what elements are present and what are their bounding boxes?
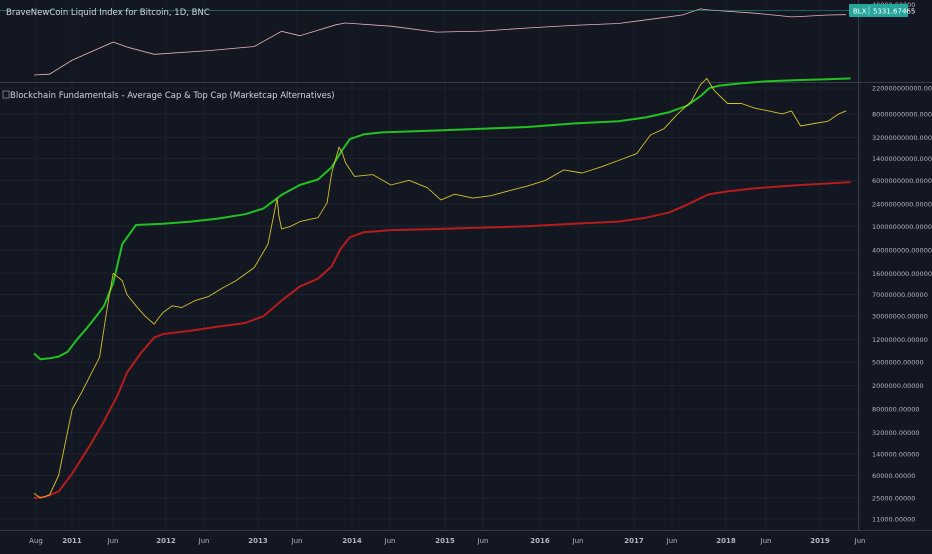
x-tick-label: 2012 [156,537,176,545]
average-cap-line [33,181,851,499]
x-tick-label: Jun [666,537,678,545]
x-tick-label: Jun [384,537,396,545]
price-badge-symbol: BLX [853,8,867,16]
grid-lines [0,83,861,530]
x-axis: Aug 2011 Jun 2012 Jun 2013 Jun 2014 Jun 2015 Jun 20… [29,537,865,545]
x-tick-label: 2015 [435,537,455,545]
price-badge: BLX 5331.67465 [849,4,915,17]
y-tick-label: 30000000.00000 [872,313,928,321]
y-tick-label: 12000000.00000 [872,336,928,344]
y-tick-label: 25000.00000 [872,494,915,502]
top-cap-line [33,77,851,361]
x-tick-label: Jun [291,537,303,545]
top-pane-title: BraveNewCoin Liquid Index for Bitcoin, 1… [6,8,210,18]
y-tick-label: 5000000.00000 [872,359,924,367]
top-pane-grid [35,0,861,82]
market-cap-line [33,77,847,499]
y-tick-label: 32000000000.00000 [872,134,932,142]
x-tick-label: Jun [107,537,119,545]
y-tick-label: 6000000000.00000 [872,177,932,185]
y-tick-label: 220000000000.00000 [872,85,932,93]
y-tick-label: 800000.00000 [872,406,920,414]
x-tick-label: 2013 [248,537,268,545]
x-tick-label: 2019 [810,537,830,545]
y-tick-label: 140000.00000 [872,450,920,458]
y-tick-label: 70000000.00000 [872,291,928,299]
x-tick-label: 2011 [62,537,82,545]
y-tick-label: 320000.00000 [872,429,920,437]
x-tick-label: 2016 [530,537,550,545]
collapse-indicator-icon[interactable] [2,90,10,99]
y-tick-label: 80000000000.00000 [872,110,932,118]
x-tick-label: Jun [572,537,584,545]
x-tick-label: Jun [854,537,866,545]
x-tick-label: Jun [760,537,772,545]
y-tick-label: 2000000.00000 [872,382,924,390]
y-tick-label: 11000.00000 [872,516,915,524]
y-tick-label: 400000000.00000 [872,246,932,254]
bottom-pane-title: Blockchain Fundamentals - Average Cap & … [10,91,335,101]
x-tick-label: Aug [29,537,43,545]
y-tick-label: 1000000000.00000 [872,223,932,231]
y-tick-label: 2400000000.00000 [872,200,932,208]
x-tick-label: Jun [198,537,210,545]
x-tick-label: 2017 [624,537,644,545]
y-axis: 220000000000.00000 80000000000.00000 32000… [872,85,932,524]
y-tick-label: 14000000000.00000 [872,155,932,163]
series-group [33,77,851,499]
price-badge-value: 5331.67465 [873,8,915,16]
y-tick-label: 160000000.00000 [872,270,932,278]
x-tick-label: 2018 [716,537,736,545]
x-tick-label: Jun [477,537,489,545]
y-tick-label: 60000.00000 [872,472,915,480]
top-price-line [33,8,847,76]
price-badge-bg [849,4,908,17]
x-tick-label: 2014 [342,537,362,545]
